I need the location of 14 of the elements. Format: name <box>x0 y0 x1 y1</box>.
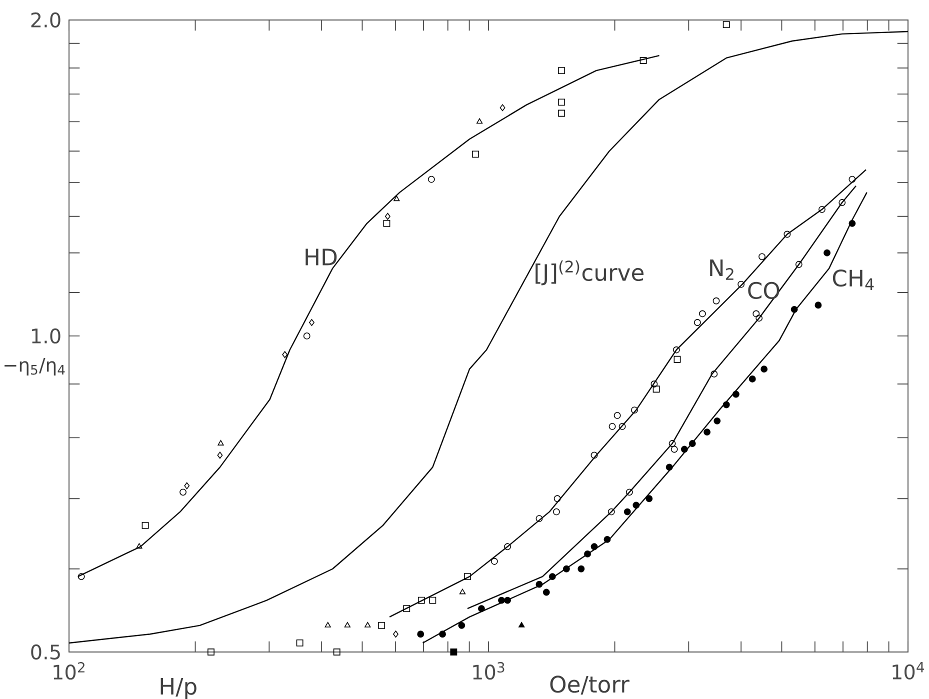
y-tick-label: 1.0 <box>32 328 60 344</box>
text: Oe/torr <box>550 676 630 695</box>
y-tick-label: 0.5 <box>31 644 60 660</box>
annotation: HD <box>306 248 337 266</box>
annotation: CH$_{4}$ <box>832 270 874 290</box>
annotation: CO <box>748 282 780 300</box>
annotation: [J]$^{(2)}$curve <box>536 260 644 286</box>
x-axis-title: H/p <box>160 678 196 699</box>
x-tick-label: 10$^{3}$ <box>473 662 504 680</box>
x-tick-label: 10$^{4}$ <box>892 662 924 680</box>
annotation: N$_{2}$ <box>710 259 734 280</box>
y-tick-label: 2.0 <box>31 12 60 28</box>
y-axis-title: −η$_{5}$/η$_{4}$ <box>4 358 65 376</box>
x-tick-label: 10$^{2}$ <box>54 662 84 680</box>
